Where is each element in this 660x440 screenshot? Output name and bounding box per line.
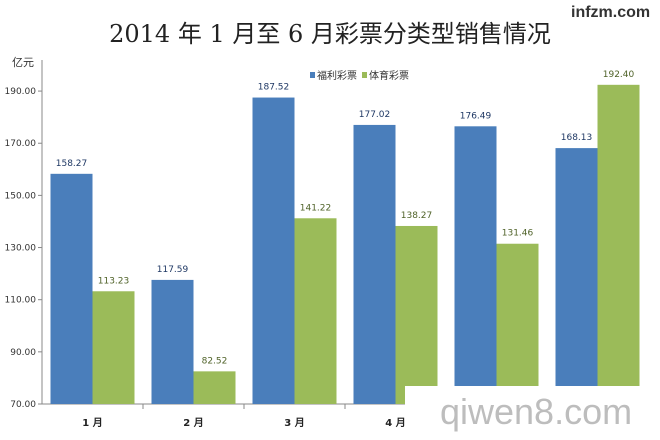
bar-welfare (151, 279, 194, 404)
x-category-label: 3 月 (284, 417, 304, 429)
bar-welfare (50, 173, 93, 404)
bar-sports (496, 243, 539, 404)
data-label: 168.13 (561, 133, 593, 143)
bar-sports (597, 84, 640, 405)
watermark: qiwen8.com (440, 391, 632, 432)
bar-welfare (454, 126, 497, 404)
data-label: 176.49 (460, 111, 492, 121)
data-label: 138.27 (401, 211, 433, 221)
data-label: 82.52 (202, 356, 228, 366)
y-tick-label: 90.00 (10, 348, 36, 358)
bar-welfare (353, 124, 396, 404)
bar-sports (294, 218, 337, 404)
data-label: 177.02 (359, 110, 391, 120)
legend-label: 体育彩票 (369, 69, 409, 82)
x-category-label: 2 月 (183, 417, 203, 429)
data-label: 158.27 (56, 159, 88, 169)
bar-welfare (252, 97, 295, 404)
y-tick-label: 110.00 (5, 296, 37, 306)
y-tick-label: 190.00 (5, 87, 37, 97)
data-label: 187.52 (258, 83, 290, 93)
plot-area: 70.00 90.00 110.00 130.00 150.00 170.00 190.00… (5, 60, 648, 429)
watermark-backdrop (405, 386, 660, 440)
x-category-label: 1 月 (82, 417, 102, 429)
data-label: 131.46 (502, 229, 534, 239)
bar-sports (193, 371, 236, 404)
chart-title: 2014 年 1 月至 6 月彩票分类型销售情况 (109, 20, 551, 48)
bar-sports (92, 291, 135, 404)
data-label: 192.40 (603, 70, 635, 80)
y-tick-label: 170.00 (5, 139, 37, 149)
site-brand: infzm.com (571, 4, 650, 21)
y-tick-label: 130.00 (5, 244, 37, 254)
y-tick-label: 70.00 (10, 400, 36, 410)
y-tick-label: 150.00 (5, 191, 37, 201)
bar-welfare (555, 148, 598, 404)
y-axis-unit: 亿元 (12, 56, 34, 69)
legend-label: 福利彩票 (317, 69, 357, 82)
bar-sports (395, 225, 438, 404)
data-label: 141.22 (300, 203, 332, 213)
legend-swatch (362, 72, 367, 78)
legend: 福利彩票 体育彩票 (310, 69, 409, 82)
legend-swatch (310, 72, 315, 78)
data-label: 113.23 (98, 276, 130, 286)
x-category-label: 4 月 (385, 417, 405, 429)
data-label: 117.59 (157, 265, 189, 275)
